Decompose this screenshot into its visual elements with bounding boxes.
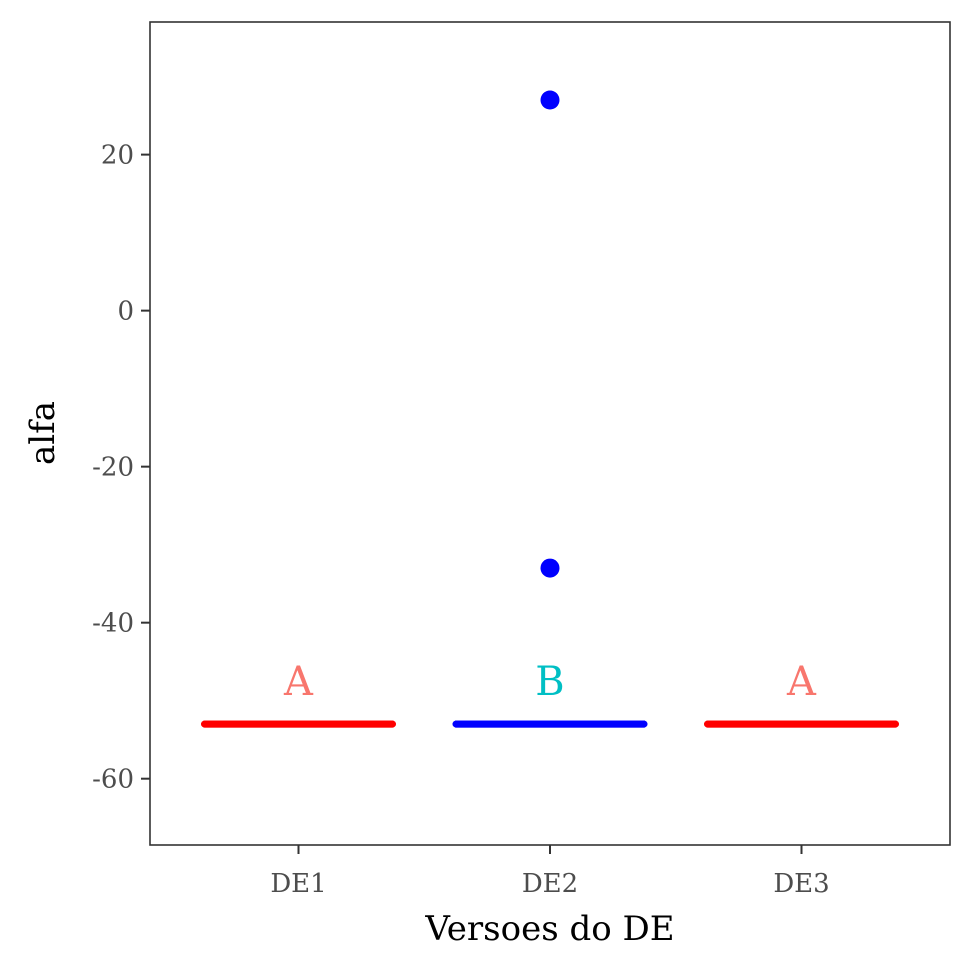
y-tick-label: 20 [101, 141, 134, 171]
y-tick-label: -20 [92, 453, 134, 483]
y-tick-label: 0 [117, 297, 134, 327]
x-axis-title: Versoes do DE [424, 909, 674, 949]
y-axis-title: alfa [23, 401, 63, 465]
y-axis: 20 0 -20 -40 -60 [92, 141, 150, 795]
group-letter-DE1: A [283, 659, 314, 705]
y-tick-label: -40 [92, 609, 134, 639]
x-tick-label: DE1 [270, 869, 326, 899]
x-tick-label: DE3 [773, 869, 829, 899]
group-letter-DE2: B [535, 659, 564, 705]
x-tick-label: DE2 [522, 869, 578, 899]
group-letter-DE3: A [786, 659, 817, 705]
panel-background [150, 22, 950, 845]
x-axis: DE1 DE2 DE3 [270, 845, 830, 899]
y-tick-label: -60 [92, 765, 134, 795]
outlier-point [540, 558, 560, 578]
outlier-point [540, 90, 560, 110]
